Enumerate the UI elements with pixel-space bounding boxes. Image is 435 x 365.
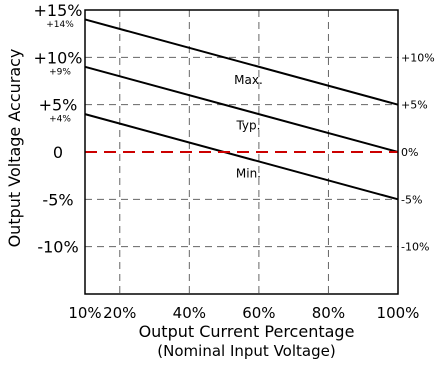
y-tick-label-right: +10% <box>401 51 435 64</box>
x-tick-label: 80% <box>312 304 345 322</box>
x-tick-label: 20% <box>103 304 136 322</box>
y-tick-label-right: 0% <box>401 146 418 159</box>
x-tick-label: 100% <box>377 304 420 322</box>
plot-frame <box>84 9 399 295</box>
y-tick-label-right: -10% <box>401 241 429 254</box>
y-tick-label-left: +15% <box>34 1 83 20</box>
x-tick-label: 40% <box>173 304 206 322</box>
series-lines: Max. Typ. Min. <box>84 18 399 201</box>
x-axis-sublabel: (Nominal Input Voltage) <box>157 342 335 360</box>
series-label: Max. <box>234 73 263 87</box>
y-tick-label-right: +5% <box>401 99 428 112</box>
y-tick-label-left: 0 <box>53 143 63 162</box>
x-axis-label: Output Current Percentage <box>139 322 355 341</box>
y-tick-sublabel: +9% <box>49 67 71 77</box>
series-label: Min. <box>236 167 261 181</box>
series-line <box>84 18 399 106</box>
y-tick-label-left: -10% <box>37 238 78 257</box>
series-line <box>84 113 399 201</box>
y-axis-label: Output Voltage Accuracy <box>5 49 24 248</box>
y-tick-label-left: +5% <box>39 96 78 115</box>
x-tick-label: 10% <box>68 304 101 322</box>
y-tick-sublabel: +14% <box>46 20 74 30</box>
y-tick-label-right: -5% <box>401 193 422 206</box>
grid-lines <box>85 10 398 294</box>
y-tick-label-left: -5% <box>42 190 73 209</box>
y-tick-label-left: +10% <box>34 48 83 67</box>
x-tick-label: 60% <box>242 304 275 322</box>
tick-labels: 10% 20% 40% 60% 80% 100%+15%+14%+10%+9%+5%+4%… <box>34 1 435 322</box>
y-tick-sublabel: +4% <box>49 115 71 125</box>
series-label: Typ. <box>235 118 260 132</box>
series-line <box>84 65 399 153</box>
